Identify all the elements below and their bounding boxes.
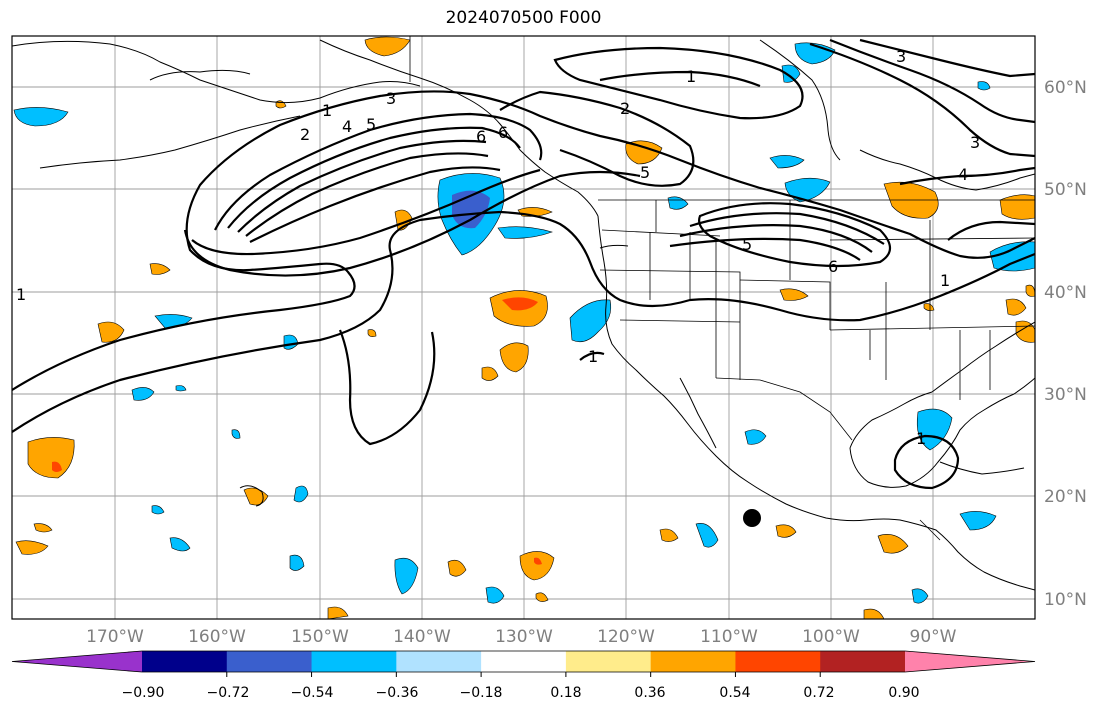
lon-tick-label: 160°W [188,627,246,647]
contour-label: 4 [958,165,968,184]
contour-label: 1 [588,347,598,366]
station-dot-marker [743,509,761,527]
colorbar-tick-label: −0.54 [291,685,334,701]
contour-label: 3 [386,89,396,108]
colorbar-tick-label: −0.90 [122,685,165,701]
colorbar-tick-label: −0.18 [460,685,503,701]
colorbar-segment [650,651,736,672]
map-title: 2024070500 F000 [445,8,602,28]
lat-tick-label: 10°N [1044,590,1087,610]
colorbar-segment [396,651,482,672]
colorbar [11,650,1036,677]
contour-label: 1 [16,285,26,304]
map-frame [11,35,1036,620]
lat-tick-label: 20°N [1044,487,1087,507]
colorbar-segment [735,651,821,672]
colorbar-segment [481,651,567,672]
lon-tick-label: 100°W [802,627,860,647]
contour-label: 1 [686,67,696,86]
colorbar-extend-low [12,651,142,672]
political-borders [409,36,1035,541]
colorbar-extend-high [905,651,1035,672]
lat-tick-label: 30°N [1044,385,1087,405]
lon-tick-label: 150°W [291,627,349,647]
contour-label: 1 [940,271,950,290]
map-area [12,36,1035,619]
colorbar-outline [11,650,1036,673]
lat-tick-label: 50°N [1044,180,1087,200]
contour-label: 5 [640,163,650,182]
contour-label: 2 [300,125,310,144]
colorbar-labels: −0.90 −0.72 −0.54 −0.36 −0.18 0.18 0.36 … [122,685,920,701]
colorbar-segment [565,651,652,672]
lat-tick-label: 40°N [1044,283,1087,303]
lat-tick-label: 60°N [1044,78,1087,98]
contour-label: 6 [476,127,486,146]
contour-labels: 1 2 3 4 5 6 1 2 3 4 5 6 5 3 6 1 1 1 1 [16,47,980,448]
lon-tick-label: 170°W [86,627,144,647]
lon-tick-label: 110°W [700,627,758,647]
lon-tick-label: 130°W [495,627,553,647]
colorbar-tick-label: 0.36 [634,685,665,701]
colorbar-tick-label: −0.36 [376,685,419,701]
colorbar-tick-label: 0.54 [719,685,750,701]
lon-tick-label: 140°W [393,627,451,647]
contour-label: 5 [742,235,752,254]
contour-label: 6 [498,123,508,142]
contour-lines [12,38,1035,490]
contour-label: 1 [322,101,332,120]
colorbar-tick-label: −0.72 [207,685,250,701]
colorbar-segment [311,651,397,672]
colorbar-tick-label: 0.90 [888,685,919,701]
contour-label: 3 [970,133,980,152]
colorbar-tick-label: 0.18 [550,685,581,701]
colorbar-segment [226,651,313,672]
contour-label: 2 [620,99,630,118]
contour-label: 5 [366,115,376,134]
longitude-labels: 170°W 160°W 150°W 140°W 130°W 120°W 110°… [86,627,957,647]
contour-label: 1 [916,429,926,448]
lon-tick-label: 120°W [597,627,655,647]
colorbar-segment [142,651,228,672]
colorbar-segment [820,651,906,672]
lon-tick-label: 90°W [910,627,957,647]
latitude-labels: 60°N 50°N 40°N 30°N 20°N 10°N [1044,78,1087,610]
contour-label: 6 [828,257,838,276]
colorbar-tick-label: 0.72 [803,685,834,701]
contour-label: 4 [342,117,352,136]
contour-label: 3 [896,47,906,66]
